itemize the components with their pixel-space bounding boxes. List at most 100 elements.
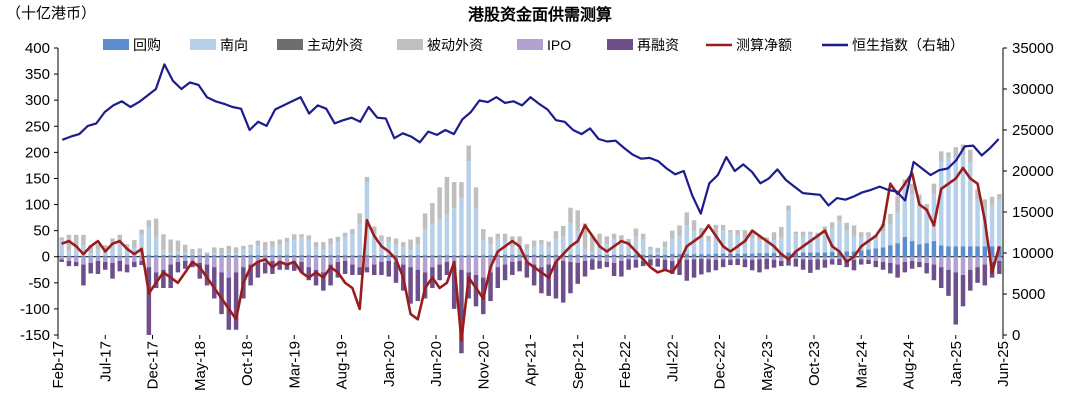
bar-ipo [226, 256, 232, 278]
bar-southbound [284, 242, 290, 256]
bar-refinancing [815, 259, 820, 270]
bar-southbound [902, 187, 908, 237]
bar-southbound [873, 237, 879, 249]
x-tick-label: Aug-24 [901, 341, 918, 389]
bar-passive_foreign [982, 199, 988, 210]
bar-buyback [212, 255, 217, 257]
bar-ipo [66, 256, 72, 261]
bar-ipo [335, 256, 341, 262]
bar-buyback [684, 254, 690, 257]
bar-ipo [968, 256, 973, 270]
bar-passive_foreign [866, 232, 871, 237]
left-tick-label: 150 [25, 170, 50, 187]
bar-ipo [713, 256, 719, 260]
bar-ipo [648, 256, 653, 260]
bar-buyback [393, 255, 399, 257]
bar-ipo [844, 256, 849, 260]
bar-southbound [713, 232, 719, 254]
left-tick-label: -50 [28, 275, 50, 292]
bar-ipo [815, 256, 820, 260]
bar-refinancing [66, 260, 72, 267]
bar-ipo [822, 256, 828, 260]
bar-passive_foreign [117, 234, 123, 241]
bar-ipo [742, 256, 748, 260]
bar-southbound [248, 247, 253, 256]
bar-ipo [415, 256, 421, 270]
bar-buyback [241, 255, 246, 257]
bar-refinancing [640, 260, 646, 267]
bar-refinancing [633, 259, 639, 268]
bar-buyback [262, 255, 268, 257]
bar-southbound [110, 242, 115, 256]
bar-ipo [350, 256, 355, 265]
bar-ipo [117, 256, 123, 261]
bar-buyback [466, 255, 471, 257]
bar-passive_foreign [219, 247, 224, 255]
bar-buyback [88, 255, 93, 257]
legend-swatch-southbound [190, 39, 216, 50]
bar-refinancing [749, 259, 755, 271]
bar-passive_foreign [553, 231, 559, 239]
bar-buyback [829, 252, 835, 257]
bar-southbound [299, 236, 304, 256]
bar-refinancing [495, 267, 501, 289]
bar-southbound [706, 241, 711, 255]
bar-southbound [604, 244, 610, 255]
bar-refinancing [626, 259, 631, 270]
bar-buyback [997, 246, 1002, 257]
bar-refinancing [422, 272, 428, 299]
bar-ipo [735, 256, 740, 259]
bar-southbound [720, 230, 726, 254]
bar-buyback [662, 254, 668, 257]
bar-buyback [909, 241, 915, 257]
bar-southbound [633, 236, 639, 255]
bar-passive_foreign [379, 235, 384, 240]
bar-southbound [219, 254, 224, 256]
bar-southbound [815, 236, 820, 253]
bar-passive_foreign [829, 222, 835, 229]
bar-buyback [233, 255, 239, 257]
bar-buyback [299, 255, 304, 257]
bar-passive_foreign [212, 247, 217, 253]
bar-ipo [132, 256, 137, 262]
bar-southbound [146, 226, 152, 256]
bar-ipo [59, 256, 64, 260]
bar-ipo [219, 256, 224, 273]
bar-passive_foreign [582, 223, 588, 250]
bar-buyback [480, 255, 486, 257]
bar-ipo [379, 256, 384, 262]
bar-passive_foreign [488, 236, 493, 245]
bar-ipo [473, 256, 479, 275]
bar-passive_foreign [226, 245, 232, 254]
bar-buyback [175, 255, 181, 257]
bar-buyback [597, 254, 602, 257]
bar-ipo [153, 256, 159, 273]
bar-ipo [982, 256, 988, 265]
bar-ipo [706, 256, 711, 260]
bar-ipo [539, 256, 544, 268]
bar-passive_foreign [648, 246, 653, 250]
bar-buyback [117, 255, 123, 257]
bar-buyback [132, 255, 137, 257]
bar-buyback [102, 255, 108, 257]
bar-passive_foreign [909, 183, 915, 195]
bar-southbound [917, 199, 922, 245]
bar-southbound [321, 249, 326, 256]
bar-refinancing [335, 261, 341, 278]
bar-refinancing [771, 259, 777, 268]
bar-ipo [73, 256, 79, 262]
bar-refinancing [997, 260, 1002, 274]
bar-passive_foreign [938, 151, 944, 162]
bar-buyback [626, 254, 631, 257]
bar-refinancing [553, 261, 559, 299]
bar-ipo [989, 256, 995, 262]
bar-passive_foreign [81, 234, 86, 246]
bar-passive_foreign [328, 238, 333, 245]
bar-refinancing [655, 258, 660, 267]
x-tick-label: Apr-21 [523, 341, 540, 386]
bar-southbound [531, 246, 537, 255]
legend-label-buyback: 回购 [133, 37, 161, 53]
bar-ipo [299, 256, 304, 262]
bar-passive_foreign [517, 236, 522, 245]
bar-refinancing [917, 261, 922, 268]
